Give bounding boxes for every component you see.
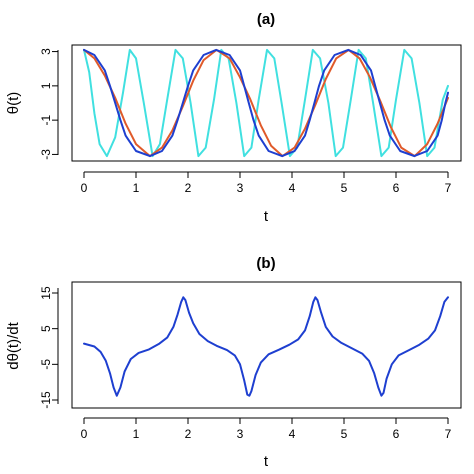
- panel-a-y-tick-label: 1: [39, 82, 53, 89]
- panel-a-x-ticks: 0 1 2 3 4 5 6 7: [81, 172, 452, 195]
- panel-b-y-label: dθ(t)/dt: [5, 321, 22, 369]
- panel-a-y-ticks: -3 -1 1 3: [39, 48, 58, 160]
- panel-a-x-tick-label: 1: [133, 181, 140, 195]
- panel-a-series-1-line: [83, 48, 449, 158]
- panel-a-x-tick-label: 6: [393, 181, 400, 195]
- panel-a-y-tick-label: -3: [39, 149, 53, 160]
- panel-b-y-tick-label: 15: [39, 286, 53, 300]
- panel-a-x-tick-label: 7: [445, 181, 452, 195]
- panel-a-x-tick-label: 0: [81, 181, 88, 195]
- panel-b-x-tick-label: 3: [237, 427, 244, 441]
- panel-b-title: (b): [256, 255, 275, 272]
- panel-b-x-tick-label: 1: [133, 427, 140, 441]
- panel-b-x-tick-label: 7: [445, 427, 452, 441]
- panel-b-x-tick-label: 5: [341, 427, 348, 441]
- panel-a-y-tick-label: -1: [39, 114, 53, 125]
- panel-a-plot-box: [71, 44, 462, 162]
- panel-a-y-label: θ(t): [5, 92, 22, 115]
- panel-a-series-3-line: [83, 48, 449, 158]
- panel-b-series-group: [83, 296, 449, 397]
- panel-b-y-tick-label: -15: [39, 391, 53, 409]
- panel-a-series-2-line: [83, 48, 449, 158]
- panel-b-plot-box: [71, 281, 462, 409]
- panel-a-x-tick-label: 3: [237, 181, 244, 195]
- panel-b-y-tick-label: 5: [39, 325, 53, 332]
- panel-a-x-tick-label: 4: [289, 181, 296, 195]
- panel-a-y-tick-label: 3: [39, 48, 53, 55]
- panel-a: (a) 0 1 2 3 4 5 6 7 -3 -1 1 3 t θ(t): [5, 11, 462, 225]
- panel-b: (b) 0 1 2 3 4 5 6 7 -15 -5 5 15 t dθ(t)/dt: [5, 255, 462, 470]
- panel-b-x-tick-label: 0: [81, 427, 88, 441]
- panel-a-x-tick-label: 5: [341, 181, 348, 195]
- panel-b-y-ticks: -15 -5 5 15: [39, 286, 58, 409]
- panel-b-y-tick-label: -5: [39, 359, 53, 370]
- panel-a-series-group: [83, 48, 449, 158]
- panel-b-x-ticks: 0 1 2 3 4 5 6 7: [81, 418, 452, 441]
- panel-b-x-label: t: [264, 453, 269, 470]
- panel-b-x-tick-label: 4: [289, 427, 296, 441]
- panel-a-title: (a): [257, 11, 275, 28]
- panel-b-series-1-line: [83, 296, 449, 397]
- panel-a-x-tick-label: 2: [185, 181, 192, 195]
- panel-b-x-tick-label: 6: [393, 427, 400, 441]
- panel-a-x-label: t: [264, 208, 269, 225]
- panel-b-x-tick-label: 2: [185, 427, 192, 441]
